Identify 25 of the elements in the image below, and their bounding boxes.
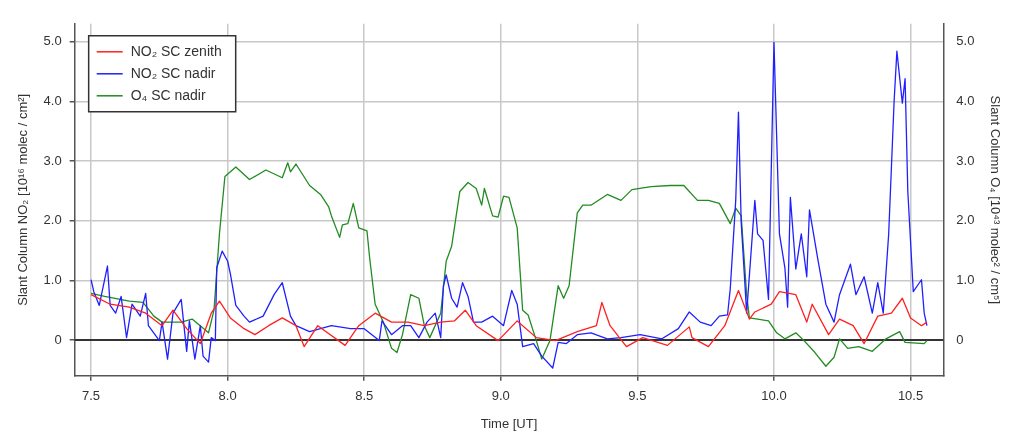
y2-axis-title: Slant Column O₄ [10⁴³ molec² / cm⁵] <box>987 95 1003 305</box>
legend-label: O₄ SC nadir <box>130 86 206 103</box>
x-tick-label: 9.5 <box>628 388 647 404</box>
y2-tick-label: 3.0 <box>956 152 975 168</box>
y-tick-label: 3.0 <box>43 152 62 168</box>
x-axis-title: Time [UT] <box>480 415 538 431</box>
y-tick-label: 5.0 <box>43 33 62 49</box>
legend-label: NO₂ SC nadir <box>130 64 216 81</box>
y2-tick-label: 5.0 <box>956 33 975 49</box>
x-tick-label: 9.0 <box>491 388 510 404</box>
y2-tick-label: 2.0 <box>956 212 975 228</box>
y-tick-label: 2.0 <box>43 212 62 228</box>
x-tick-label: 8.5 <box>355 388 374 404</box>
y-tick-label: 4.0 <box>43 92 62 108</box>
x-tick-label: 10.5 <box>897 388 924 404</box>
y-tick-label: 0 <box>54 331 62 347</box>
x-tick-label: 10.0 <box>761 388 787 404</box>
y2-tick-label: 4.0 <box>956 92 975 108</box>
x-tick-label: 7.5 <box>82 388 101 404</box>
x-tick-label: 8.0 <box>218 388 237 404</box>
y2-tick-label: 1.0 <box>956 271 975 287</box>
y-axis-title: Slant Column NO₂ [10¹⁶ molec / cm²] <box>15 93 31 306</box>
y-tick-label: 1.0 <box>43 271 62 287</box>
y2-tick-label: 0 <box>956 331 964 347</box>
legend-label: NO₂ SC zenith <box>130 42 222 59</box>
